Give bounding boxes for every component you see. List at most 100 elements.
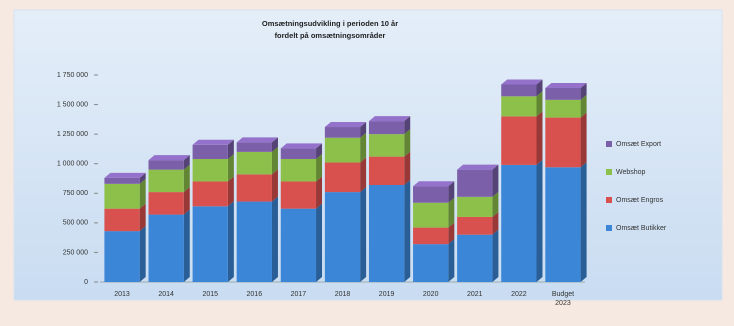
bar-side	[492, 164, 499, 197]
bar-segment	[368, 134, 405, 157]
bar-top	[501, 79, 543, 85]
bar-top	[368, 116, 411, 122]
bar-segment	[501, 84, 537, 97]
bar-segment	[236, 151, 272, 175]
bar-segment	[236, 174, 272, 202]
x-tick-label: 2020	[423, 291, 439, 298]
legend-swatch	[606, 169, 612, 175]
bar-segment	[413, 186, 449, 203]
bar-segment	[457, 216, 493, 235]
legend-label: Omsæt Export	[616, 141, 661, 148]
bar-top	[192, 139, 234, 145]
bar-side	[183, 187, 190, 215]
bar-top	[148, 155, 190, 161]
bar-segment	[457, 234, 493, 282]
bar-side	[404, 129, 411, 157]
bar-side	[227, 153, 234, 182]
chart-title: Omsætningsudvikling i perioden 10 år	[262, 19, 398, 28]
bar-top	[324, 122, 367, 128]
bar-side	[360, 132, 367, 163]
x-tick-label-line: Budget	[552, 291, 574, 298]
bar-side	[316, 203, 323, 282]
x-tick-label: 2014	[158, 291, 174, 298]
legend-label: Webshop	[616, 169, 646, 176]
y-tick-label: 250 000	[63, 249, 88, 256]
bar-segment	[457, 169, 493, 197]
x-tick-label: 2015	[202, 291, 218, 298]
bar-side	[360, 122, 367, 138]
bar-segment	[545, 88, 581, 100]
bar-side	[227, 139, 234, 159]
bar-side	[271, 169, 278, 202]
bar-segment	[457, 196, 493, 217]
bar-top	[413, 181, 455, 187]
y-tick-label: 0	[84, 279, 88, 286]
bar-side	[271, 137, 278, 152]
bar-segment	[413, 244, 449, 282]
x-tick-label-line: 2023	[555, 300, 571, 307]
bar-side	[404, 116, 411, 135]
bar-top	[104, 172, 146, 178]
bar-top	[280, 143, 323, 149]
bar-side	[404, 151, 411, 186]
y-tick-label: 1 250 000	[57, 131, 88, 138]
bar-segment	[280, 158, 317, 182]
x-tick-label: 2019	[379, 291, 395, 298]
bar-side	[448, 197, 455, 228]
bar-top	[457, 164, 499, 170]
bar-side	[316, 153, 323, 182]
bar-side	[360, 187, 367, 282]
bar-side	[227, 201, 234, 282]
y-tick-label: 500 000	[63, 220, 88, 227]
legend-swatch	[606, 225, 612, 231]
bar-segment	[368, 121, 405, 135]
x-tick-label: 2022	[511, 291, 527, 298]
bar-segment	[148, 169, 184, 193]
bar-segment	[236, 142, 272, 152]
bar-top	[236, 137, 278, 143]
bar-segment	[324, 127, 361, 138]
bar-segment	[104, 177, 140, 184]
bar-segment	[324, 137, 361, 163]
legend-swatch	[606, 197, 612, 203]
bar-segment	[192, 144, 228, 159]
bar-side	[183, 209, 190, 282]
bar-side	[139, 178, 146, 209]
bar-segment	[104, 208, 140, 232]
bar-side	[448, 222, 455, 245]
y-tick-label: 1 500 000	[57, 101, 88, 108]
bar-side	[536, 79, 543, 97]
bar-side	[536, 111, 543, 165]
y-tick-label: 750 000	[63, 190, 88, 197]
bar-side	[536, 91, 543, 117]
bar-segment	[545, 99, 581, 118]
bar-side	[580, 83, 587, 100]
x-tick-label: 2017	[291, 291, 307, 298]
x-tick-label: 2018	[335, 291, 351, 298]
bar-side	[492, 229, 499, 282]
bar-segment	[324, 192, 361, 282]
bar-segment	[501, 116, 537, 165]
bar-segment	[148, 214, 184, 282]
bar-segment	[148, 192, 184, 215]
bar-segment	[501, 96, 537, 117]
bar-segment	[280, 208, 317, 282]
bar-side	[580, 94, 587, 118]
bar-segment	[368, 185, 405, 282]
bar-side	[448, 239, 455, 282]
bar-side	[492, 191, 499, 217]
bar-segment	[148, 160, 184, 170]
bar-side	[492, 211, 499, 235]
bar-side	[448, 181, 455, 203]
bar-segment	[104, 231, 140, 282]
bar-segment	[413, 202, 449, 228]
bar-segment	[413, 227, 449, 245]
bar-side	[360, 157, 367, 193]
bar-side	[183, 155, 190, 170]
bar-segment	[501, 164, 537, 282]
x-tick-label: Budget 2023	[552, 291, 574, 307]
bar-side	[404, 180, 411, 282]
bar-segment	[280, 148, 317, 159]
